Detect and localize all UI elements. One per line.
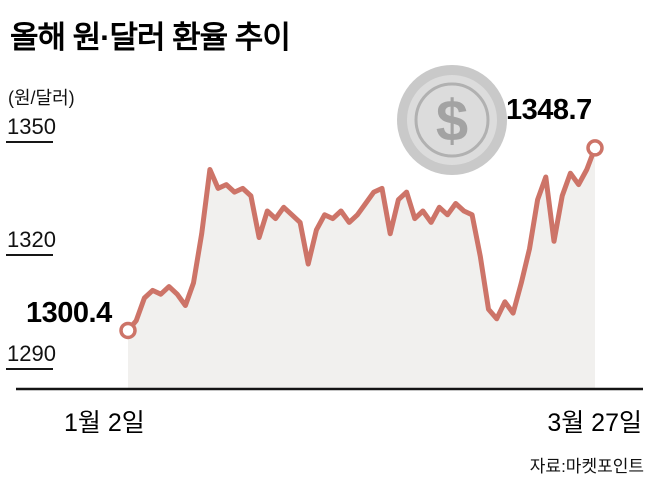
y-tick-label-1290: 1290 — [7, 341, 56, 366]
y-tick-label-1350: 1350 — [7, 114, 56, 139]
source-credit: 자료:마켓포인트 — [529, 457, 644, 476]
coin-inner-circle — [407, 75, 497, 165]
chart-title: 올해 원·달러 환율 추이 — [10, 20, 291, 55]
start-value-annotation: 1300.4 — [26, 297, 112, 329]
y-tick-label-1320: 1320 — [7, 227, 56, 252]
dollar-coin-icon: $ — [397, 65, 507, 175]
coin-ring — [414, 82, 490, 158]
dollar-sign: $ — [436, 89, 468, 154]
start-marker — [119, 321, 137, 340]
y-tick-line — [6, 254, 53, 256]
x-axis-label-start-date: 1월 2일 — [64, 409, 145, 437]
exchange-rate-line — [125, 145, 598, 333]
y-tick-line — [6, 141, 53, 143]
end-value-annotation: 1348.7 — [506, 94, 592, 126]
y-axis-unit-label: (원/달러) — [8, 88, 75, 108]
end-marker — [586, 139, 604, 157]
area-fill — [128, 147, 595, 388]
y-tick-line — [6, 368, 53, 370]
x-axis-label-end-date: 3월 27일 — [547, 409, 642, 437]
